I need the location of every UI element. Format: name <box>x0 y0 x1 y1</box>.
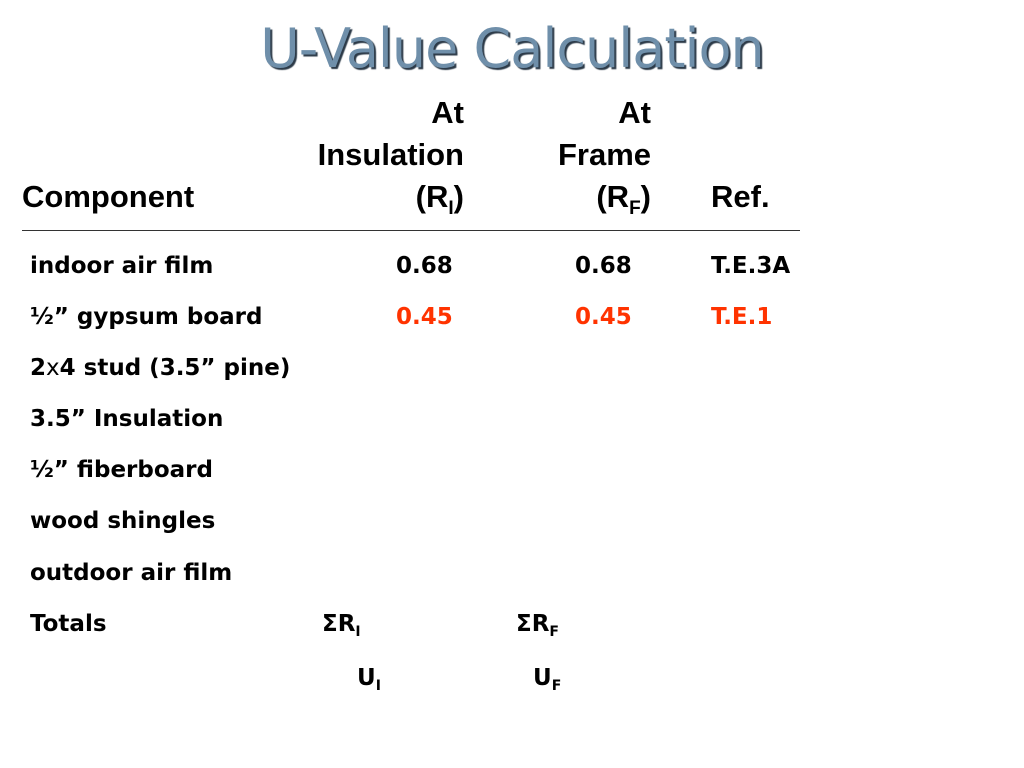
header-insulation-symbol-sub: I <box>448 198 454 219</box>
totals-sum-insulation-main: ΣR <box>322 611 356 637</box>
header-frame-symbol: (RF) <box>596 179 651 218</box>
header-divider <box>22 230 800 231</box>
header-frame-symbol-close: ) <box>640 179 651 214</box>
header-insulation-symbol-open: (R <box>415 179 449 214</box>
u-insulation-main: U <box>357 665 376 691</box>
u-frame: UF <box>533 665 561 694</box>
row-component-part: 2 <box>30 355 47 381</box>
header-insulation-symbol: (RI) <box>415 179 464 218</box>
u-insulation-sub: I <box>375 678 381 694</box>
totals-sum-frame-sub: F <box>549 624 559 640</box>
row-component: 3.5” Insulation <box>30 406 224 432</box>
totals-sum-frame: ΣRF <box>516 611 559 640</box>
header-frame-symbol-open: (R <box>596 179 630 214</box>
u-frame-sub: F <box>551 678 562 694</box>
totals-sum-insulation-sub: I <box>355 624 361 640</box>
row-ref: T.E.1 <box>711 304 773 330</box>
header-component: Component <box>22 179 195 214</box>
header-ref: Ref. <box>711 179 770 214</box>
row-component: indoor air film <box>30 253 214 279</box>
header-insulation-symbol-close: ) <box>453 179 464 214</box>
row-component-part: 4 stud (3.5” pine) <box>59 355 291 381</box>
header-at-insulation-line2: Insulation <box>317 137 464 172</box>
totals-sum-frame-main: ΣR <box>516 611 550 637</box>
row-r-insulation: 0.68 <box>396 253 453 279</box>
header-frame-symbol-sub: F <box>629 198 641 219</box>
row-component: 2x4 stud (3.5” pine) <box>30 357 290 380</box>
row-r-frame: 0.68 <box>575 253 632 279</box>
header-at-frame-line2: Frame <box>557 137 651 172</box>
row-component: ½” fiberboard <box>30 457 213 483</box>
u-frame-main: U <box>533 665 552 691</box>
row-ref: T.E.3A <box>711 253 791 279</box>
header-at-insulation-line1: At <box>431 95 464 130</box>
row-component: wood shingles <box>30 508 216 534</box>
row-r-insulation: 0.45 <box>396 304 453 330</box>
row-r-frame: 0.45 <box>575 304 632 330</box>
slide-title: U-Value Calculation <box>260 17 765 80</box>
totals-sum-insulation: ΣRI <box>322 611 361 640</box>
header-at-frame-line1: At <box>618 95 651 130</box>
row-component: ½” gypsum board <box>30 304 263 330</box>
row-component-times: x <box>46 355 60 381</box>
row-component: outdoor air film <box>30 560 233 586</box>
u-insulation: UI <box>357 665 381 694</box>
totals-label: Totals <box>30 611 107 637</box>
